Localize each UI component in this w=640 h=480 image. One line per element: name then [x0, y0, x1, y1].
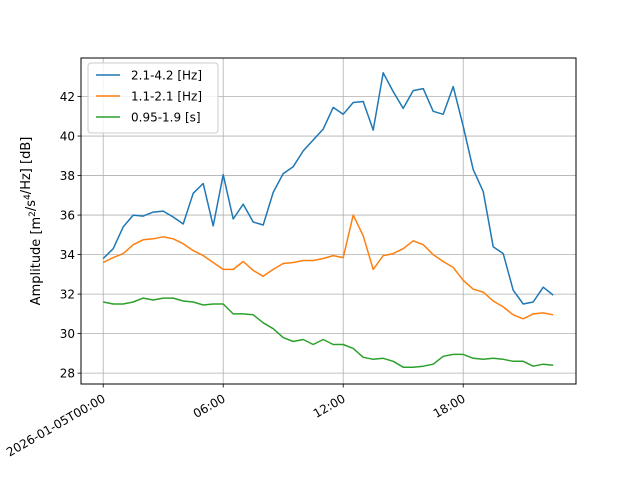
plot-frame [80, 57, 577, 385]
legend: 2.1-4.2 [Hz] 1.1-2.1 [Hz] 0.95-1.9 [s] [87, 62, 219, 134]
y-tick-label: 42 [60, 90, 75, 104]
series-line [103, 297, 554, 368]
y-tick-label: 40 [60, 130, 75, 144]
legend-box [87, 62, 219, 134]
legend-label: 1.1-2.1 [Hz] [131, 90, 202, 104]
x-tick-label: 2026-01-05T00:00 [4, 391, 108, 459]
y-axis-label: Amplitude [m2/s4/Hz] [dB] [19, 137, 44, 306]
legend-label: 0.95-1.9 [s] [131, 111, 201, 125]
x-tick-label: 18:00 [431, 391, 468, 420]
y-tick-label: 28 [60, 367, 75, 381]
legend-label: 2.1-4.2 [Hz] [131, 69, 202, 83]
series-line [102, 214, 554, 320]
y-tick-label: 30 [60, 327, 75, 341]
y-axis-ticks: 28 30 32 34 36 38 40 42 [60, 90, 81, 381]
y-tick-label: 38 [60, 169, 75, 183]
y-tick-label: 36 [60, 209, 75, 223]
series-lines [102, 72, 554, 368]
y-axis-label-text: Amplitude [m2/s4/Hz] [dB] [19, 137, 44, 306]
y-tick-label: 32 [60, 288, 75, 302]
series-line [102, 72, 554, 305]
x-axis-ticks: 2026-01-05T00:00 06:00 12:00 18:00 [4, 384, 468, 459]
x-tick-label: 06:00 [191, 391, 228, 420]
x-tick-label: 12:00 [311, 391, 348, 420]
y-tick-label: 34 [60, 248, 75, 262]
